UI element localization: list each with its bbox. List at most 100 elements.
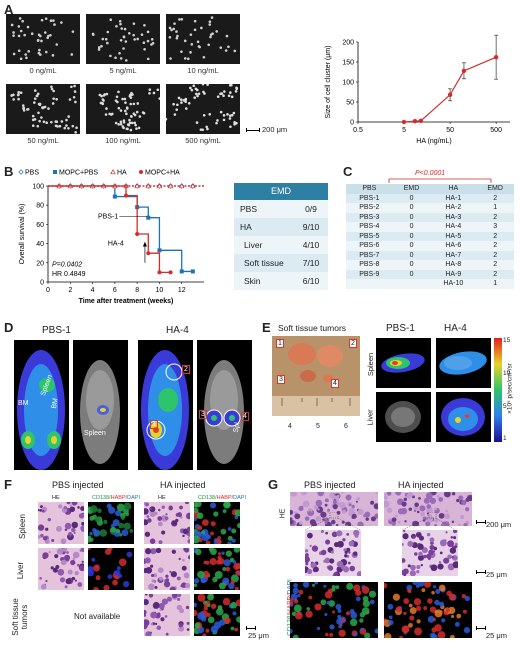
fluor-cell (462, 609, 467, 614)
ruler-6: 6 (344, 423, 348, 430)
nucleus (77, 506, 80, 509)
tumor-num-1: 1 (276, 339, 284, 348)
nucleus (59, 577, 66, 583)
cell-dot (166, 117, 168, 121)
nucleus (417, 554, 424, 561)
cell-dot (148, 88, 152, 91)
nucleus (304, 492, 307, 494)
fluor-cell (118, 558, 127, 567)
fluor-cell (314, 603, 322, 611)
nucleus (305, 556, 310, 563)
table-cell: 0 (392, 250, 431, 260)
fluor-cell (324, 590, 333, 599)
fluor-cell (227, 535, 233, 541)
g-he-label: HE (279, 508, 287, 519)
cell-dot (201, 128, 205, 132)
nucleus (144, 619, 150, 627)
micro-label-500: 500 ng/mL (185, 136, 221, 145)
nucleus (39, 533, 44, 538)
cell-dot (39, 53, 42, 56)
fluor-cell (197, 594, 206, 602)
tumor-num-3: 3 (277, 375, 285, 384)
cell-dot (12, 52, 16, 56)
fluor-cell (222, 597, 231, 606)
cell-dot (141, 111, 145, 114)
nucleus (323, 559, 327, 563)
nucleus (438, 497, 444, 502)
nucleus (345, 524, 349, 526)
nucleus (153, 573, 158, 578)
table-cell: 0 (392, 231, 431, 241)
nucleus (305, 553, 309, 557)
cell-dot (68, 98, 72, 101)
cell-dot (104, 113, 108, 116)
nucleus (409, 570, 417, 576)
marker (146, 251, 151, 256)
cell-dot (123, 97, 127, 101)
fluor-cell (294, 611, 303, 620)
cell-dot (124, 40, 128, 43)
cell-dot (26, 25, 30, 29)
nucleus (373, 503, 378, 510)
cell-dot (18, 17, 22, 20)
fluor-cell (427, 615, 435, 623)
cell-dot (183, 57, 187, 60)
nucleus (309, 544, 312, 548)
cell-dot (124, 59, 128, 62)
fluor-cell (213, 511, 219, 517)
cluster-size-chart: 0 50 100 150 200 0.5 5 50 500 HA (ng/mL) Size of c… (325, 34, 510, 145)
fluor-cell (123, 502, 132, 511)
cell-dot (50, 87, 54, 91)
fluor-cell (292, 587, 299, 594)
survival-chart: 0 20 40 60 80 100 0 2 4 6 8 10 12 Time after treatmen… (18, 169, 204, 305)
nucleus (58, 504, 63, 509)
cell-dot (176, 103, 179, 107)
table-cell: HA-7 (430, 250, 477, 260)
legend-label: PBS (25, 170, 39, 177)
data-point (412, 119, 418, 124)
legend-marker (18, 169, 24, 175)
not-available-text: Not available (74, 612, 121, 621)
cell-dot (195, 121, 199, 124)
legend-label: HA (117, 170, 127, 177)
nucleus (414, 552, 418, 556)
marker (190, 269, 195, 274)
fluor-cell (194, 517, 197, 521)
fluor-cell (463, 627, 471, 634)
fluor-cell (230, 580, 235, 585)
cell-dot (52, 89, 55, 93)
cell-dot (24, 53, 27, 56)
nucleus (64, 528, 68, 532)
nucleus (51, 538, 55, 542)
cell-dot (109, 113, 113, 116)
emd-detail-table: PBS EMD HA EMD PBS-1 0 HA-1 2 PBS-2 0 HA-2 1 PBS… (346, 184, 514, 289)
table-row: PBS-5 0 HA-5 2 (346, 231, 514, 241)
nucleus (451, 520, 455, 524)
nucleus (357, 508, 364, 515)
cell-dot (142, 41, 146, 45)
nucleus (155, 548, 162, 554)
cell-dot (233, 121, 236, 124)
f-stain-label-1: CD138/HABP/DAPI (92, 495, 140, 501)
fluor-cell (388, 615, 393, 620)
cell-dot (227, 45, 230, 49)
table-cell: 2 (476, 250, 514, 260)
fluor-cell (395, 606, 402, 613)
nucleus (320, 530, 324, 534)
nucleus (417, 543, 424, 550)
survival-line (48, 185, 193, 273)
table-cell: HA-6 (430, 241, 477, 251)
organ-liver-ha (436, 392, 491, 442)
nucleus (39, 509, 43, 512)
fluor-cell (197, 570, 205, 579)
emd-row: Soft tissue 7/10 (234, 254, 328, 272)
cell-dot (44, 17, 48, 20)
table-cell: 1 (476, 203, 514, 213)
f-title-ha: HA injected (160, 480, 206, 490)
marker (124, 193, 128, 198)
g-he-high-pbs (305, 530, 361, 576)
nucleus (60, 538, 67, 544)
fluor-cell (423, 606, 428, 611)
cell-dot (52, 19, 55, 22)
cell-dot (183, 39, 187, 43)
